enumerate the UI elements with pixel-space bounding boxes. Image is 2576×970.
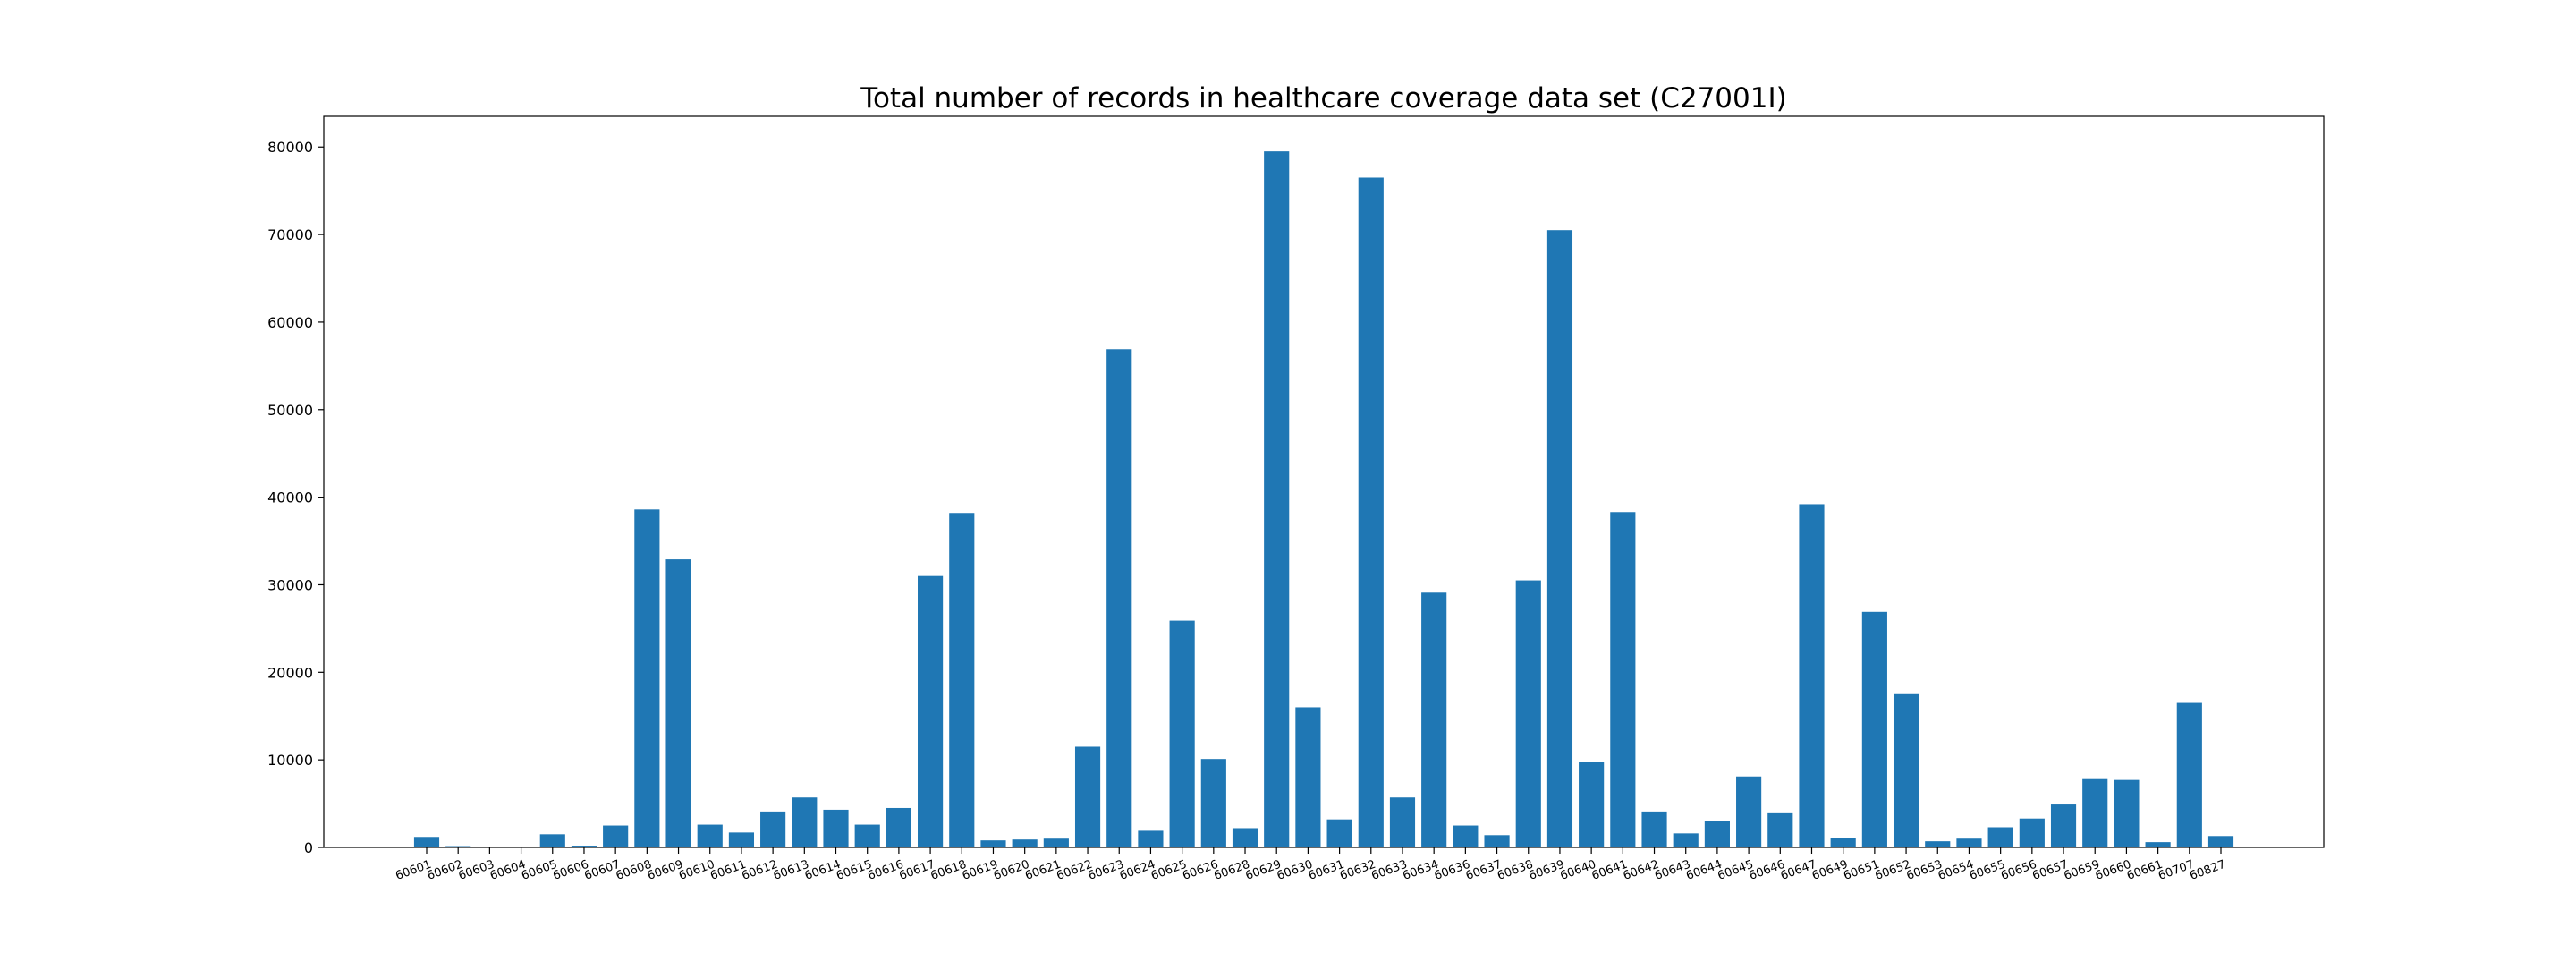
bar-60638 [1516, 581, 1541, 847]
plot-frame [324, 116, 2324, 847]
y-tick-label: 70000 [267, 226, 313, 243]
bar-60614 [823, 810, 848, 847]
bar-60605 [540, 834, 565, 847]
y-tick-label: 0 [304, 839, 313, 856]
y-tick-label: 60000 [267, 314, 313, 331]
bar-60623 [1106, 349, 1131, 847]
bar-60657 [2051, 804, 2076, 847]
bar-60626 [1201, 759, 1226, 847]
bar-60656 [2020, 819, 2045, 847]
bar-60655 [1988, 827, 2013, 847]
bar-60647 [1799, 504, 1824, 847]
bar-60636 [1453, 826, 1478, 847]
y-tick-label: 20000 [267, 664, 313, 681]
bar-60631 [1327, 820, 1352, 847]
bar-60629 [1264, 151, 1289, 847]
bar-60617 [918, 576, 943, 847]
bar-60643 [1674, 833, 1699, 847]
x-tick-label: 60827 [2188, 858, 2227, 883]
bar-60620 [1013, 839, 1038, 847]
bar-60660 [2114, 780, 2139, 847]
y-tick-label: 40000 [267, 489, 313, 506]
bar-60659 [2082, 779, 2107, 847]
bar-60615 [855, 825, 880, 847]
bar-60649 [1831, 838, 1856, 847]
bar-60608 [634, 509, 659, 847]
bar-60637 [1484, 835, 1509, 847]
bar-60613 [792, 797, 817, 847]
bar-60632 [1359, 177, 1384, 847]
bar-60645 [1736, 777, 1761, 847]
bar-60601 [414, 837, 439, 847]
bar-60612 [760, 812, 785, 847]
bar-60640 [1579, 762, 1604, 847]
bar-60652 [1894, 694, 1919, 847]
bar-60622 [1075, 746, 1100, 847]
bar-60707 [2177, 703, 2202, 847]
bar-60618 [949, 513, 974, 847]
bar-60644 [1705, 821, 1730, 847]
bar-60628 [1233, 828, 1258, 847]
chart-title: Total number of records in healthcare co… [860, 82, 1786, 115]
bar-60611 [729, 832, 754, 847]
bar-60616 [886, 808, 911, 847]
bar-60610 [698, 825, 723, 847]
x-axis: 6060160602606036060460605606066060760608… [394, 847, 2227, 883]
bar-60654 [1956, 838, 1981, 847]
y-axis: 0 10000 20000 30000 40000 50000 60000 70000 8000… [267, 139, 324, 856]
bar-60646 [1767, 813, 1792, 847]
y-tick-label: 50000 [267, 402, 313, 419]
bar-60642 [1641, 812, 1666, 847]
bar-60630 [1295, 707, 1320, 847]
bar-60607 [603, 826, 628, 847]
bar-60621 [1044, 838, 1069, 847]
bar-60609 [665, 559, 691, 847]
bar-60653 [1925, 841, 1950, 847]
bar-60827 [2208, 836, 2233, 847]
bar-60624 [1138, 830, 1163, 847]
bar-60625 [1170, 621, 1195, 847]
bars-group [414, 151, 2233, 847]
bar-60641 [1610, 512, 1635, 847]
bar-60633 [1390, 797, 1415, 847]
bar-60639 [1547, 230, 1572, 847]
bar-60619 [980, 840, 1005, 847]
y-tick-label: 80000 [267, 139, 313, 156]
bar-60651 [1862, 612, 1887, 847]
bar-60634 [1421, 592, 1446, 847]
bar-60661 [2146, 842, 2171, 847]
y-tick-label: 10000 [267, 752, 313, 769]
y-tick-label: 30000 [267, 576, 313, 593]
